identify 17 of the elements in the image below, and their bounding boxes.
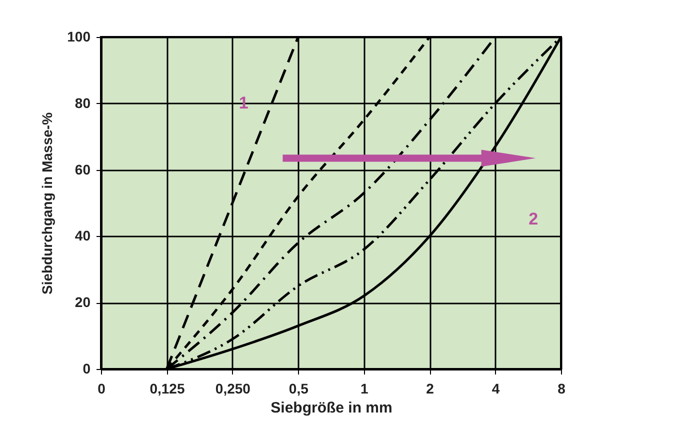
- y-axis-title: Siebdurchgang in Masse-%: [39, 112, 56, 295]
- x-tick-label: 0,250: [215, 380, 251, 396]
- x-tick-label: 0,125: [150, 380, 185, 396]
- y-tick-label: 0: [82, 360, 91, 376]
- y-tick-label: 20: [74, 294, 91, 310]
- y-tick-label: 40: [74, 228, 91, 244]
- y-tick-label: 100: [67, 28, 91, 44]
- x-axis-title: Siebgröße in mm: [270, 400, 392, 416]
- x-tick-label: 0,5: [288, 380, 309, 396]
- annotation: 2: [528, 210, 538, 229]
- y-tick-label: 60: [74, 161, 91, 178]
- x-tick-label: 2: [426, 380, 434, 396]
- x-tick-label: 0: [98, 380, 106, 396]
- x-tick-label: 8: [558, 380, 566, 396]
- x-tick-label: 1: [360, 380, 368, 396]
- y-tick-label: 80: [74, 94, 91, 111]
- x-tick-label: 4: [492, 380, 500, 396]
